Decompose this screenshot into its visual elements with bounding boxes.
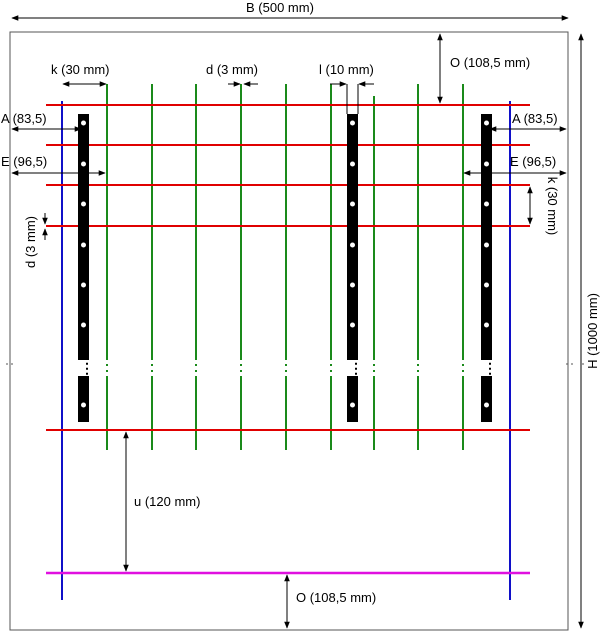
label-height: H (1000 mm) <box>585 293 600 369</box>
strip-break-dots: ⋮ <box>483 360 497 376</box>
label-e-right: E (96,5) <box>510 154 556 169</box>
strip-lower <box>347 376 358 422</box>
label-top-offset: O (108,5 mm) <box>450 55 530 70</box>
green-wires <box>106 84 464 450</box>
strip-upper <box>347 114 358 360</box>
strip-upper <box>78 114 89 360</box>
outer-frame <box>9 31 569 631</box>
strip-right <box>481 114 492 422</box>
strip-break-dots: ⋮ <box>80 360 94 376</box>
strip-lower <box>78 376 89 422</box>
strip-break-dots: ⋮ <box>349 360 363 376</box>
strip-lower <box>481 376 492 422</box>
label-a-left: A (83,5) <box>1 111 47 126</box>
label-k-vertical: k (30 mm) <box>545 177 560 236</box>
label-d-horizontal: d (3 mm) <box>206 62 258 77</box>
label-e-left: E (96,5) <box>1 154 47 169</box>
strip-left <box>78 114 89 422</box>
label-width: B (500 mm) <box>246 0 314 15</box>
label-u: u (120 mm) <box>134 494 200 509</box>
label-bottom-offset: O (108,5 mm) <box>296 590 376 605</box>
label-d-vertical: d (3 mm) <box>23 216 38 268</box>
label-l: l (10 mm) <box>319 62 374 77</box>
red-wires <box>46 104 530 431</box>
strip-middle <box>347 114 358 422</box>
label-a-right: A (83,5) <box>512 111 558 126</box>
label-k-horizontal: k (30 mm) <box>51 62 110 77</box>
strip-upper <box>481 114 492 360</box>
